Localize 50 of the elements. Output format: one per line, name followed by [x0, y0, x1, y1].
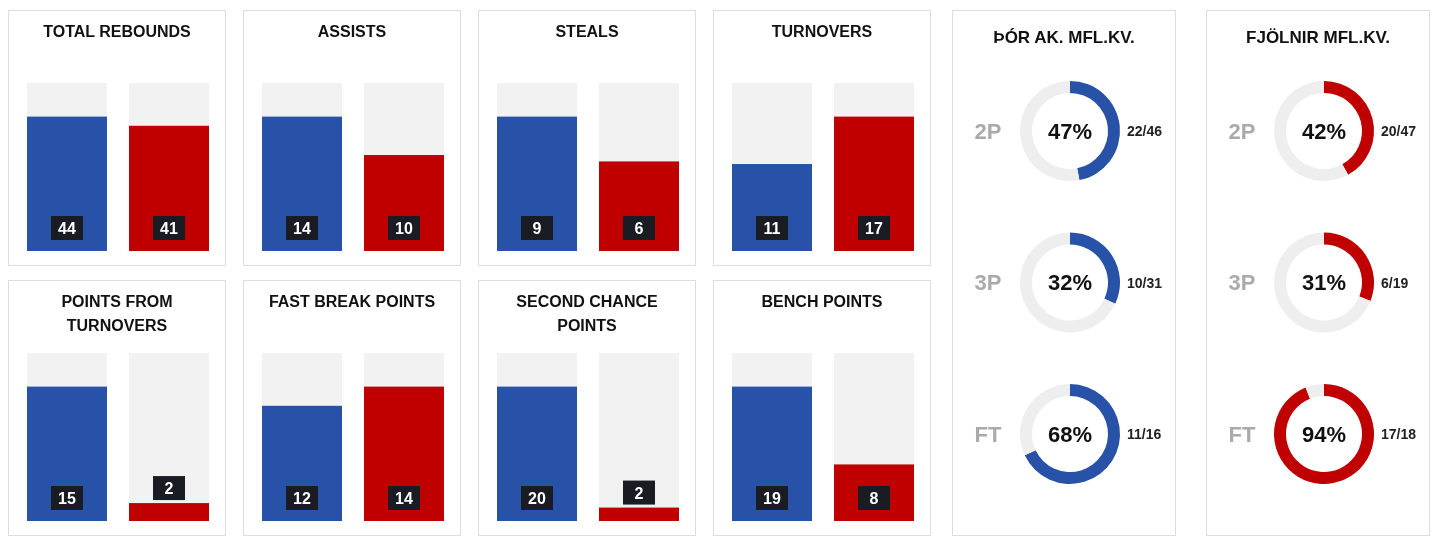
chart-title: STEALS: [555, 23, 619, 40]
chart-title: POINTS FROM TURNOVERS: [61, 293, 173, 334]
text: 17/18: [1381, 426, 1417, 443]
text: 32%: [1047, 270, 1093, 296]
data-label: 41: [160, 220, 178, 237]
text: 10/31: [1127, 274, 1163, 291]
data-label: 19: [763, 490, 781, 507]
text: 31%: [1301, 270, 1347, 296]
data-label: 15: [58, 490, 76, 507]
chart-title: ASSISTS: [317, 23, 387, 40]
data-label: 6: [634, 220, 644, 237]
donut-slice: [1274, 81, 1349, 181]
data-label: 17: [865, 220, 883, 237]
text: 3P: [1228, 270, 1256, 296]
text: FJÖLNIR MFL.KV.: [1246, 28, 1390, 47]
text: 2P: [974, 118, 1002, 144]
data-label: 9: [532, 220, 542, 237]
text: 42%: [1301, 118, 1347, 144]
text: 94%: [1301, 421, 1347, 447]
chart-title: SECOND CHANCE POINTS: [516, 293, 658, 334]
text: 20/47: [1381, 123, 1417, 140]
chart-title: FAST BREAK POINTS: [268, 293, 436, 310]
chart-title: BENCH POINTS: [761, 293, 883, 310]
data-label: 20: [528, 490, 546, 507]
text: 3P: [974, 270, 1002, 296]
donut-slice: [1024, 384, 1120, 484]
text: ÞÓR AK. MFL.KV.: [993, 28, 1135, 47]
text: 2P: [1228, 118, 1256, 144]
donut-slice: [1020, 232, 1116, 333]
text: 22/46: [1127, 123, 1163, 140]
text: 11/16: [1127, 426, 1162, 443]
text: 6/19: [1381, 274, 1409, 291]
data-label: 2: [164, 480, 174, 498]
data-label: 14: [293, 220, 311, 237]
text: 68%: [1047, 421, 1093, 447]
chart-title: TOTAL REBOUNDS: [43, 23, 192, 40]
donut-slice: [1305, 384, 1324, 399]
text: FT: [1228, 421, 1256, 447]
donut-slice: [1274, 232, 1371, 333]
data-label: 10: [395, 220, 413, 237]
data-label: 11: [763, 220, 781, 237]
data-label: 44: [58, 220, 76, 237]
donut-slice: [1274, 384, 1374, 484]
data-label: 14: [395, 490, 413, 507]
data-label: 12: [293, 490, 311, 507]
chart-title: TURNOVERS: [771, 23, 873, 40]
data-label: 8: [869, 490, 879, 507]
text: 47%: [1047, 118, 1093, 144]
text: FT: [974, 421, 1002, 447]
data-label: 2: [634, 484, 644, 502]
